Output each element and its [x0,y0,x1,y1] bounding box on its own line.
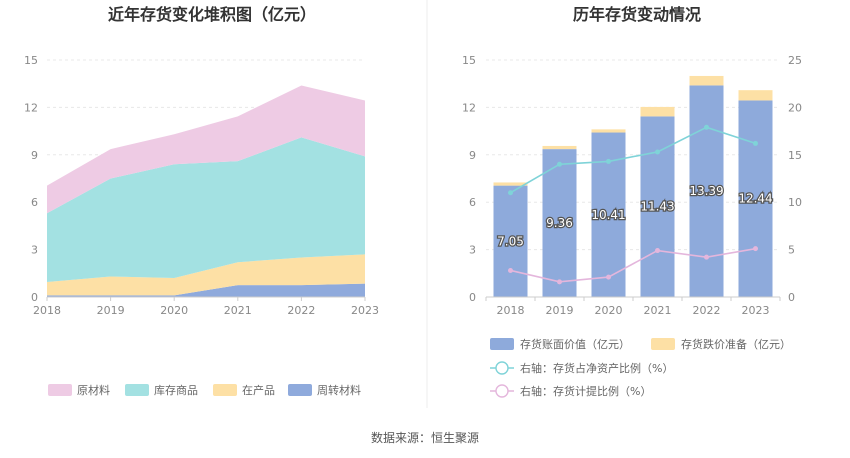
line-series-0 [510,126,756,194]
x-tick-label: 2021 [224,304,252,317]
chart-title: 近年存货变化堆积图（亿元） [108,5,316,24]
legend-marker [495,384,509,398]
stacked-area-chart: 近年存货变化堆积图（亿元） 0 3 6 9 12 15 2018 2019 2020 2021 202… [24,5,379,397]
line-point [606,274,611,280]
legend-swatch [213,384,237,396]
legend-swatch [490,338,514,350]
y2-tick-label: 25 [788,54,802,67]
y2-tick-label: 0 [788,291,795,304]
y2-tick-label: 5 [788,244,795,257]
legend-label: 原材料 [77,383,110,397]
y-tick-label: 15 [24,54,38,67]
x-tick-label: 2022 [693,304,721,317]
line-point [704,254,709,260]
x-tick-label: 2019 [546,304,574,317]
area-2 [47,137,365,282]
bar-data-label: 10.41 [591,208,625,222]
legend-marker [495,361,509,375]
y-tick-label: 3 [31,244,38,257]
x-tick-label: 2018 [497,304,525,317]
y2-tick-label: 20 [788,101,802,114]
legend-label: 库存商品 [154,383,198,397]
y2-tick-label: 10 [788,196,802,209]
legend-swatch [125,384,149,396]
x-tick-label: 2023 [351,304,379,317]
y-tick-label: 9 [31,149,38,162]
line-point [557,161,562,167]
y-tick-label: 9 [469,149,476,162]
x-tick-label: 2022 [287,304,315,317]
line-series-1 [510,247,756,283]
legend-label: 存货跌价准备（亿元） [681,337,791,351]
y-tick-label: 0 [469,291,476,304]
bar-provision [738,90,773,101]
x-tick-label: 2019 [97,304,125,317]
bar-book-value [542,149,577,297]
line-point [704,124,709,130]
y-tick-label: 12 [24,101,38,114]
source-label: 数据来源：恒生聚源 [371,430,479,445]
line-point [606,158,611,164]
line-point [753,246,758,252]
bar-provision [542,145,577,150]
bar-book-value [689,85,724,297]
legend-label: 右轴：存货占净资产比例（%） [520,361,673,375]
y-tick-label: 3 [469,244,476,257]
area-1 [47,254,365,296]
bar-provision [493,182,528,186]
chart-title: 历年存货变动情况 [573,5,701,24]
line-point [655,248,660,254]
y-tick-label: 15 [462,54,476,67]
bar-data-label: 9.36 [546,216,573,230]
x-tick-label: 2023 [742,304,770,317]
bar-provision [689,75,724,86]
line-point [508,190,513,196]
line-point [655,149,660,155]
area-3 [47,85,365,214]
bar-data-label: 12.44 [738,192,772,206]
line-point [508,267,513,273]
x-tick-label: 2021 [644,304,672,317]
legend-swatch [48,384,72,396]
bar-data-label: 11.43 [640,200,674,214]
bar-provision [591,129,626,133]
legend-label: 存货账面价值（亿元） [520,337,630,351]
y-tick-label: 6 [31,196,38,209]
legend-label: 在产品 [242,383,275,397]
x-tick-label: 2018 [33,304,61,317]
legend-swatch [651,338,675,350]
bar-data-label: 7.05 [497,234,524,248]
x-tick-label: 2020 [160,304,188,317]
x-tick-label: 2020 [595,304,623,317]
line-point [753,140,758,146]
y-tick-label: 12 [462,101,476,114]
bar-book-value [738,100,773,297]
legend-label: 周转材料 [317,383,361,397]
bar-line-chart: 历年存货变动情况 0 3 6 9 12 15 0 5 10 15 20 25 7.05 9.36 10.41 1… [462,5,802,398]
bar-book-value [493,185,528,297]
y-tick-label: 6 [469,196,476,209]
y-tick-label: 0 [31,291,38,304]
y2-tick-label: 15 [788,149,802,162]
bar-data-label: 13.39 [689,184,723,198]
line-point [557,279,562,285]
legend-swatch [288,384,312,396]
legend-label: 右轴：存货计提比例（%） [520,384,651,398]
bar-provision [640,106,675,117]
